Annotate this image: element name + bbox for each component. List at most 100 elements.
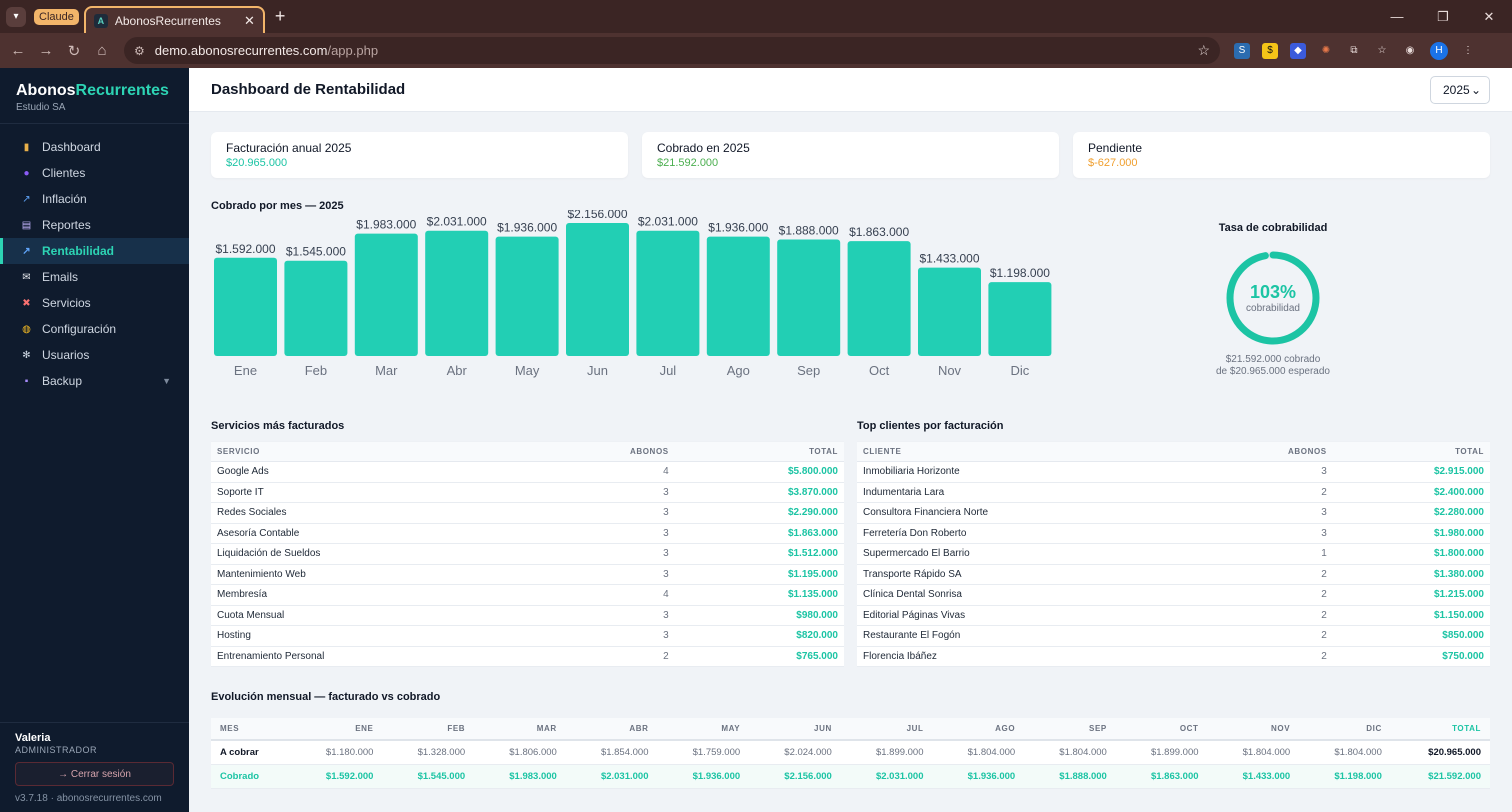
row-total: $5.800.000 [674,461,844,483]
bookmark-star-icon[interactable]: ☆ [1197,42,1210,58]
chart-row: Cobrado por mes — 2025 $1.592.000 Ene $1.5… [211,200,1490,390]
camera-icon[interactable]: ◉ [1405,45,1415,56]
sidebar-item-clientes[interactable]: ● Clientes [0,160,189,186]
sidebar-item-label: Servicios [42,296,91,310]
sidebar-menu: ▮ Dashboard ● Clientes ↗ Inflación ▤ Reportes ↗ R… [0,134,189,394]
extension-s-icon[interactable]: S [1234,42,1250,59]
sidebar-item-dashboard[interactable]: ▮ Dashboard [0,134,189,160]
column-header[interactable]: ABONOS [1204,441,1333,462]
site-info-icon[interactable]: ⚙ [134,43,145,58]
column-header[interactable]: ABONOS [536,441,675,462]
sidebar-item-configuracion[interactable]: ◍ Configuración [0,316,189,342]
table-row: Florencia Ibáñez 2 $750.000 [857,646,1490,667]
bar-value-label: $1.545.000 [286,245,346,259]
table-row: Asesoría Contable 3 $1.863.000 [211,523,844,544]
bar-value-label: $1.198.000 [990,266,1050,280]
sidebar-item-inflacion[interactable]: ↗ Inflación [0,186,189,212]
new-tab-icon[interactable]: + [274,6,286,26]
ring-foot-expected: de $20.965.000 esperado [1216,366,1330,377]
row-total: $1.215.000 [1332,584,1490,606]
month-header: OCT [1115,718,1208,741]
profile-avatar[interactable]: H [1430,41,1448,60]
row-count: 4 [536,461,675,483]
sidebar-item-usuarios[interactable]: ✻ Usuarios [0,342,189,368]
sidebar-item-label: Backup [42,374,83,388]
row-count: 3 [1204,502,1333,524]
back-icon[interactable]: ← [10,42,26,59]
bookmarks-icon[interactable]: ☆ [1377,45,1387,56]
row-count: 2 [1204,482,1333,503]
url-input[interactable]: ⚙ demo.abonosrecurrentes.com/app.php ☆ [124,37,1220,64]
extension-dollar-icon[interactable]: $ [1262,42,1278,59]
browser-tab[interactable]: A AbonosRecurrentes ✕ [83,6,265,33]
sidebar-item-rentabilidad[interactable]: ↗ Rentabilidad [0,238,189,264]
forward-icon[interactable]: → [38,42,54,59]
column-header[interactable]: CLIENTE [857,441,1205,462]
row-total: $2.290.000 [674,502,844,524]
table-row: Editorial Páginas Vivas 2 $1.150.000 [857,605,1490,626]
table-row: Entrenamiento Personal 2 $765.000 [211,646,844,667]
sidebar-item-emails[interactable]: ✉ Emails [0,264,189,290]
sidebar-item-servicios[interactable]: ✖ Servicios [0,290,189,316]
bar-dic [988,282,1052,356]
kpi-value: $-627.000 [1088,157,1138,169]
restore-icon[interactable]: ❐ [1437,8,1449,24]
table-row: Liquidación de Sueldos 3 $1.512.000 [211,543,844,565]
row-name: Liquidación de Sueldos [211,543,537,565]
column-header[interactable]: SERVICIO [211,441,537,462]
sidebar: AbonosRecurrentes Estudio SA ▮ Dashboard ●… [0,68,189,812]
extension-claude-icon[interactable]: ✺ [1321,45,1331,56]
row-count: 2 [1204,584,1333,606]
minimize-icon[interactable]: — [1390,9,1404,24]
reload-icon[interactable]: ↻ [67,42,81,60]
column-header[interactable]: TOTAL [1332,441,1490,462]
row-count: 1 [1204,543,1333,565]
month-header: JUN [749,718,841,741]
category-label: Abr [447,363,468,378]
tab-group-label[interactable]: Claude [34,8,79,25]
row-total: $1.512.000 [674,543,844,565]
row-name: Florencia Ibáñez [857,646,1205,667]
close-icon[interactable]: ✕ [243,12,255,28]
month-value: $1.804.000 [1024,740,1116,765]
kpi-value: $20.965.000 [226,157,288,169]
window-close-icon[interactable]: ✕ [1483,8,1495,24]
month-header: TOTAL [1390,718,1490,741]
ring-progress [1226,251,1320,345]
month-value: $1.899.000 [840,740,933,765]
row-total: $1.800.000 [1332,543,1490,565]
browser-menu-icon[interactable]: ⋮ [1463,45,1473,56]
month-value: $1.198.000 [1299,764,1391,789]
extensions-icon[interactable]: ⧉ [1350,45,1358,56]
evolution-table: MES ENE FEB MAR ABR MAY JUN JUL AGO SEP OCT NOV DIC T… [211,718,1490,789]
month-header: DIC [1299,718,1391,741]
month-header: MAR [474,718,566,741]
home-icon[interactable]: ⌂ [97,42,107,59]
row-name: Mantenimiento Web [211,564,537,585]
kpi-row: Facturación anual 2025 $20.965.000 Cobrad… [211,132,1490,178]
extension-puzzle-blue-icon[interactable]: ◆ [1290,42,1306,59]
sidebar-item-reportes[interactable]: ▤ Reportes [0,212,189,238]
row-name: Inmobiliaria Horizonte [857,461,1205,483]
row-label: Cobrado [211,764,291,789]
table-row: Soporte IT 3 $3.870.000 [211,482,844,503]
table-row: Clínica Dental Sonrisa 2 $1.215.000 [857,584,1490,606]
user-box: Valeria ADMINISTRADOR → Cerrar sesión v3… [0,722,189,812]
column-header[interactable]: TOTAL [674,441,844,462]
month-value: $1.433.000 [1207,764,1300,789]
bar-may [495,236,559,356]
bar-value-label: $1.936.000 [497,221,557,235]
logout-button[interactable]: → Cerrar sesión [15,762,174,786]
category-label: Jun [587,363,608,378]
dashboard-body: Facturación anual 2025 $20.965.000 Cobrad… [189,112,1512,789]
chevron-down-icon[interactable]: ▼ [162,376,171,386]
sidebar-item-backup[interactable]: ▪ Backup ▼ [0,368,189,394]
month-value: $2.156.000 [749,764,841,789]
row-total: $750.000 [1332,646,1490,667]
chevron-down-icon: ⌄ [1470,82,1481,97]
row-name: Membresía [211,584,537,606]
year-select[interactable]: 2025 ⌄ [1430,75,1490,104]
kpi-label: Cobrado en 2025 [657,141,750,155]
tab-search-icon[interactable]: ▾ [6,6,26,27]
brand-logo[interactable]: AbonosRecurrentes [16,82,173,100]
